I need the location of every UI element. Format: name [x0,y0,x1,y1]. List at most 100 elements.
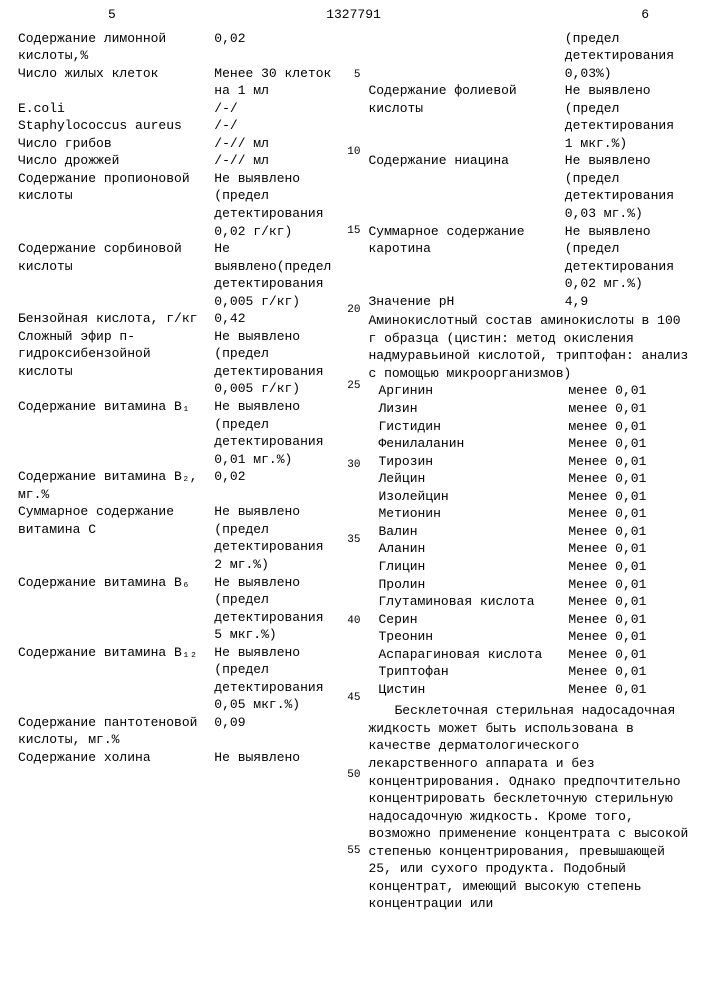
row-label: Суммарное содержание витамина С [18,503,214,573]
data-row: Содержание витамина B₁Не выявлено (преде… [18,398,339,468]
line-marker: 45 [343,691,365,706]
row-label: Число дрожжей [18,152,214,170]
row-value: /-/ [214,117,338,135]
data-row: (предел детектирования 0,03%) [369,30,690,83]
row-label: Содержание ниацина [369,152,565,222]
data-row: Содержание витамина B₆Не выявлено (преде… [18,574,339,644]
amino-value: менее 0,01 [568,382,689,400]
amino-value: Менее 0,01 [568,611,689,629]
amino-name: Глицин [369,558,569,576]
row-value: 0,09 [214,714,338,749]
row-value: Не выявлено (предел детектирования 2 мг.… [214,503,338,573]
col-num-left: 5 [108,6,116,24]
amino-value: Менее 0,01 [568,576,689,594]
amino-name: Лейцин [369,470,569,488]
row-value: 0,42 [214,310,338,328]
body-paragraph: Бесклеточная стерильная надосадочная жид… [369,702,690,913]
row-label: Содержание пантотеновой кислоты, мг.% [18,714,214,749]
left-content: Содержание лимонной кислоты,%0,02Число ж… [18,30,339,767]
data-row: Содержание сорбиновой кислотыНе выявлено… [18,240,339,310]
row-label: Бензойная кислота, г/кг [18,310,214,328]
row-label: Содержание витамина B₆ [18,574,214,644]
row-value: Не выявлено (предел детектирования 0,05 … [214,644,338,714]
amino-value: менее 0,01 [568,418,689,436]
right-content: (предел детектирования 0,03%)Содержание … [369,30,690,311]
amino-name: Гистидин [369,418,569,436]
amino-name: Тирозин [369,453,569,471]
line-marker: 30 [343,458,365,473]
amino-value: Менее 0,01 [568,540,689,558]
line-marker: 25 [343,379,365,394]
row-value: Не выявлено (предел детектирования 0,01 … [214,398,338,468]
amino-value: Менее 0,01 [568,470,689,488]
amino-row: Аспарагиновая кислотаМенее 0,01 [369,646,690,664]
page: 5 Содержание лимонной кислоты,%0,02Число… [0,0,707,1000]
row-label: Содержание холина [18,749,214,767]
row-label: Содержание витамина B₁₂ [18,644,214,714]
line-numbers: 510152025303540455055 [343,6,365,990]
data-row: E.coli/-/ [18,100,339,118]
amino-row: ГлицинМенее 0,01 [369,558,690,576]
amino-name: Цистин [369,681,569,699]
amino-value: Менее 0,01 [568,663,689,681]
row-value: /-// мл [214,152,338,170]
row-value: Не выявлено(предел детектирования 0,005 … [214,240,338,310]
row-value: Не выявлено (предел детектирования 0,005… [214,328,338,398]
row-label [369,30,565,83]
amino-row: МетионинМенее 0,01 [369,505,690,523]
amino-name: Изолейцин [369,488,569,506]
amino-value: Менее 0,01 [568,435,689,453]
row-label: Содержание лимонной кислоты,% [18,30,214,65]
left-header: 5 [18,6,339,24]
amino-value: Менее 0,01 [568,488,689,506]
line-marker: 55 [343,844,365,859]
amino-name: Триптофан [369,663,569,681]
row-label: Сложный эфир п-гидроксибензойной кислоты [18,328,214,398]
row-value: Не выявлено (предел детектирования 1 мкг… [565,82,689,152]
amino-name: Метионин [369,505,569,523]
row-label: Содержание витамина B₂, мг.% [18,468,214,503]
amino-name: Треонин [369,628,569,646]
amino-row: Гистидинменее 0,01 [369,418,690,436]
row-value: 0,02 [214,468,338,503]
row-value: Не выявлено [214,749,338,767]
amino-row: ПролинМенее 0,01 [369,576,690,594]
amino-value: менее 0,01 [568,400,689,418]
amino-name: Глутаминовая кислота [369,593,569,611]
amino-name: Лизин [369,400,569,418]
amino-list: Аргининменее 0,01Лизинменее 0,01Гистидин… [369,382,690,698]
amino-row: Лизинменее 0,01 [369,400,690,418]
document-number: 1327791 [326,6,381,24]
row-label: Содержание пропионовой кислоты [18,170,214,240]
row-label: Содержание фолиевой кислоты [369,82,565,152]
line-marker: 50 [343,768,365,783]
data-row: Бензойная кислота, г/кг0,42 [18,310,339,328]
amino-name: Аргинин [369,382,569,400]
data-row: Число дрожжей/-// мл [18,152,339,170]
row-value: Менее 30 клеток на 1 мл [214,65,338,100]
amino-row: ТреонинМенее 0,01 [369,628,690,646]
left-column: 5 Содержание лимонной кислоты,%0,02Число… [14,6,343,990]
row-value: (предел детектирования 0,03%) [565,30,689,83]
amino-row: АланинМенее 0,01 [369,540,690,558]
data-row: Содержание витамина B₁₂Не выявлено (пред… [18,644,339,714]
data-row: Staphylococcus aureus/-/ [18,117,339,135]
amino-name: Фенилаланин [369,435,569,453]
right-header: 6 [369,6,690,24]
amino-name: Аланин [369,540,569,558]
data-row: Суммарное содержание каротинаНе выявлено… [369,223,690,293]
amino-value: Менее 0,01 [568,628,689,646]
amino-header: Аминокислотный состав аминокислоты в 100… [369,312,690,382]
data-row: Число жилых клетокМенее 30 клеток на 1 м… [18,65,339,100]
row-value: 0,02 [214,30,338,65]
row-label: Значение pH [369,293,565,311]
amino-name: Серин [369,611,569,629]
row-value: Не выявлено (предел детектирования 0,02 … [565,223,689,293]
row-value: /-// мл [214,135,338,153]
row-value: Не выявлено (предел детектирования 0,03 … [565,152,689,222]
amino-name: Валин [369,523,569,541]
data-row: Содержание пантотеновой кислоты, мг.%0,0… [18,714,339,749]
data-row: Значение pH4,9 [369,293,690,311]
amino-value: Менее 0,01 [568,523,689,541]
amino-value: Менее 0,01 [568,453,689,471]
